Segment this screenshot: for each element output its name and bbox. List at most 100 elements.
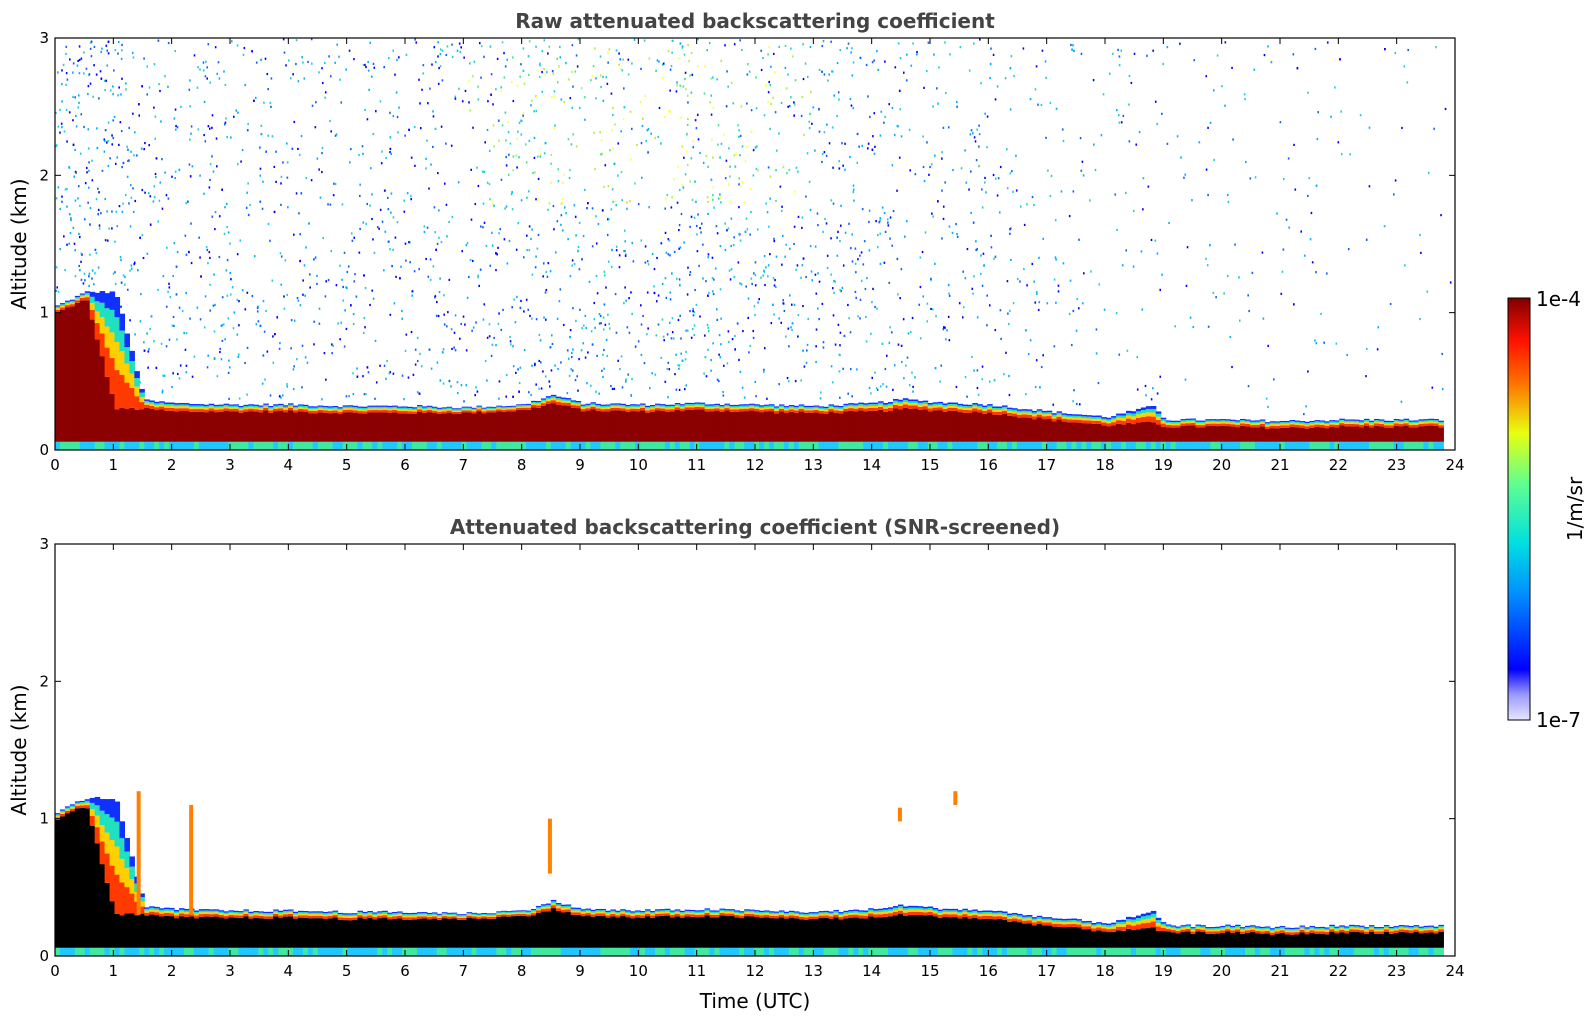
noise-speckle	[692, 140, 695, 143]
fringe-cell	[526, 404, 532, 407]
noise-speckle	[699, 315, 701, 318]
noise-speckle	[915, 53, 918, 56]
noise-speckle	[680, 212, 683, 216]
fringe-cell	[615, 407, 621, 411]
noise-speckle	[572, 133, 575, 136]
noise-speckle	[1012, 302, 1015, 305]
noise-speckle	[686, 293, 689, 296]
noise-speckle	[842, 164, 844, 167]
fringe-cell	[803, 408, 810, 411]
noise-speckle	[98, 97, 100, 100]
core-cell	[540, 405, 547, 442]
noise-speckle	[516, 84, 519, 87]
noise-speckle	[617, 359, 619, 362]
fringe-cell	[818, 410, 825, 414]
noise-speckle	[681, 359, 684, 362]
noise-speckle	[271, 279, 274, 282]
fringe-cell	[808, 405, 815, 408]
noise-speckle	[767, 91, 770, 94]
core-cell	[1016, 417, 1023, 442]
noise-speckle	[62, 63, 65, 67]
noise-speckle	[968, 188, 970, 191]
fringe-cell	[283, 405, 289, 407]
noise-speckle	[566, 392, 569, 395]
fringe-cell	[426, 409, 433, 413]
noise-speckle	[962, 306, 965, 309]
noise-speckle	[1244, 98, 1246, 101]
surface-cell	[74, 441, 81, 450]
noise-speckle	[390, 211, 392, 214]
noise-speckle	[365, 65, 367, 69]
surface-cell	[426, 441, 433, 450]
noise-speckle	[405, 333, 408, 336]
noise-speckle	[422, 72, 425, 75]
noise-speckle	[1118, 55, 1121, 58]
fringe-cell	[436, 411, 443, 414]
fringe-cell	[1359, 424, 1365, 428]
surface-cell	[773, 441, 780, 450]
noise-speckle	[489, 45, 492, 48]
noise-speckle	[1098, 283, 1101, 286]
surface-cell	[878, 441, 884, 450]
noise-speckle	[1020, 205, 1022, 208]
core-cell	[213, 916, 220, 948]
noise-speckle	[259, 146, 261, 149]
fringe-cell	[278, 403, 284, 406]
fringe-cell	[1195, 425, 1201, 428]
fringe-cell	[382, 405, 388, 407]
noise-speckle	[655, 334, 658, 337]
fringe-cell	[848, 408, 854, 411]
noise-speckle	[501, 124, 504, 127]
core-cell	[288, 916, 294, 948]
core-cell	[1314, 426, 1320, 442]
noise-speckle	[255, 61, 258, 64]
noise-speckle	[1045, 136, 1047, 139]
fringe-cell	[114, 341, 121, 371]
fringe-cell	[89, 309, 96, 320]
noise-speckle	[235, 109, 238, 112]
fringe-cell	[818, 406, 825, 408]
noise-speckle	[1207, 325, 1210, 328]
noise-speckle	[329, 75, 332, 78]
noise-speckle	[1120, 121, 1123, 124]
fringe-cell	[416, 409, 423, 412]
surface-cell	[253, 947, 259, 956]
fringe-cell	[64, 300, 71, 302]
noise-speckle	[122, 161, 125, 165]
noise-speckle	[411, 294, 414, 297]
noise-speckle	[392, 248, 394, 252]
fringe-cell	[714, 405, 721, 407]
noise-speckle	[992, 53, 995, 56]
noise-speckle	[650, 132, 652, 135]
noise-speckle	[769, 127, 771, 130]
fringe-cell	[744, 404, 750, 406]
noise-speckle	[405, 259, 407, 262]
fringe-cell	[1284, 423, 1291, 426]
noise-speckle	[640, 67, 642, 70]
core-cell	[1051, 421, 1058, 442]
core-cell	[119, 915, 126, 948]
noise-speckle	[359, 227, 361, 231]
fringe-cell	[79, 805, 86, 808]
fringe-cell	[1007, 409, 1013, 411]
noise-speckle	[806, 75, 809, 78]
fringe-cell	[833, 408, 840, 411]
noise-speckle	[859, 56, 862, 60]
fringe-cell	[293, 914, 299, 917]
core-cell	[174, 918, 180, 948]
fringe-cell	[1126, 410, 1132, 413]
noise-speckle	[292, 233, 295, 236]
noise-speckle	[604, 164, 607, 167]
noise-speckle	[833, 94, 836, 97]
noise-speckle	[560, 98, 563, 101]
core-cell	[59, 816, 66, 948]
noise-speckle	[1376, 348, 1379, 351]
fringe-cell	[268, 406, 274, 408]
fringe-cell	[575, 401, 582, 403]
surface-cell	[367, 441, 373, 450]
noise-speckle	[311, 62, 313, 65]
fringe-cell	[1190, 421, 1197, 423]
fringe-cell	[1359, 421, 1365, 424]
fringe-cell	[1140, 407, 1147, 411]
noise-speckle	[490, 93, 492, 96]
